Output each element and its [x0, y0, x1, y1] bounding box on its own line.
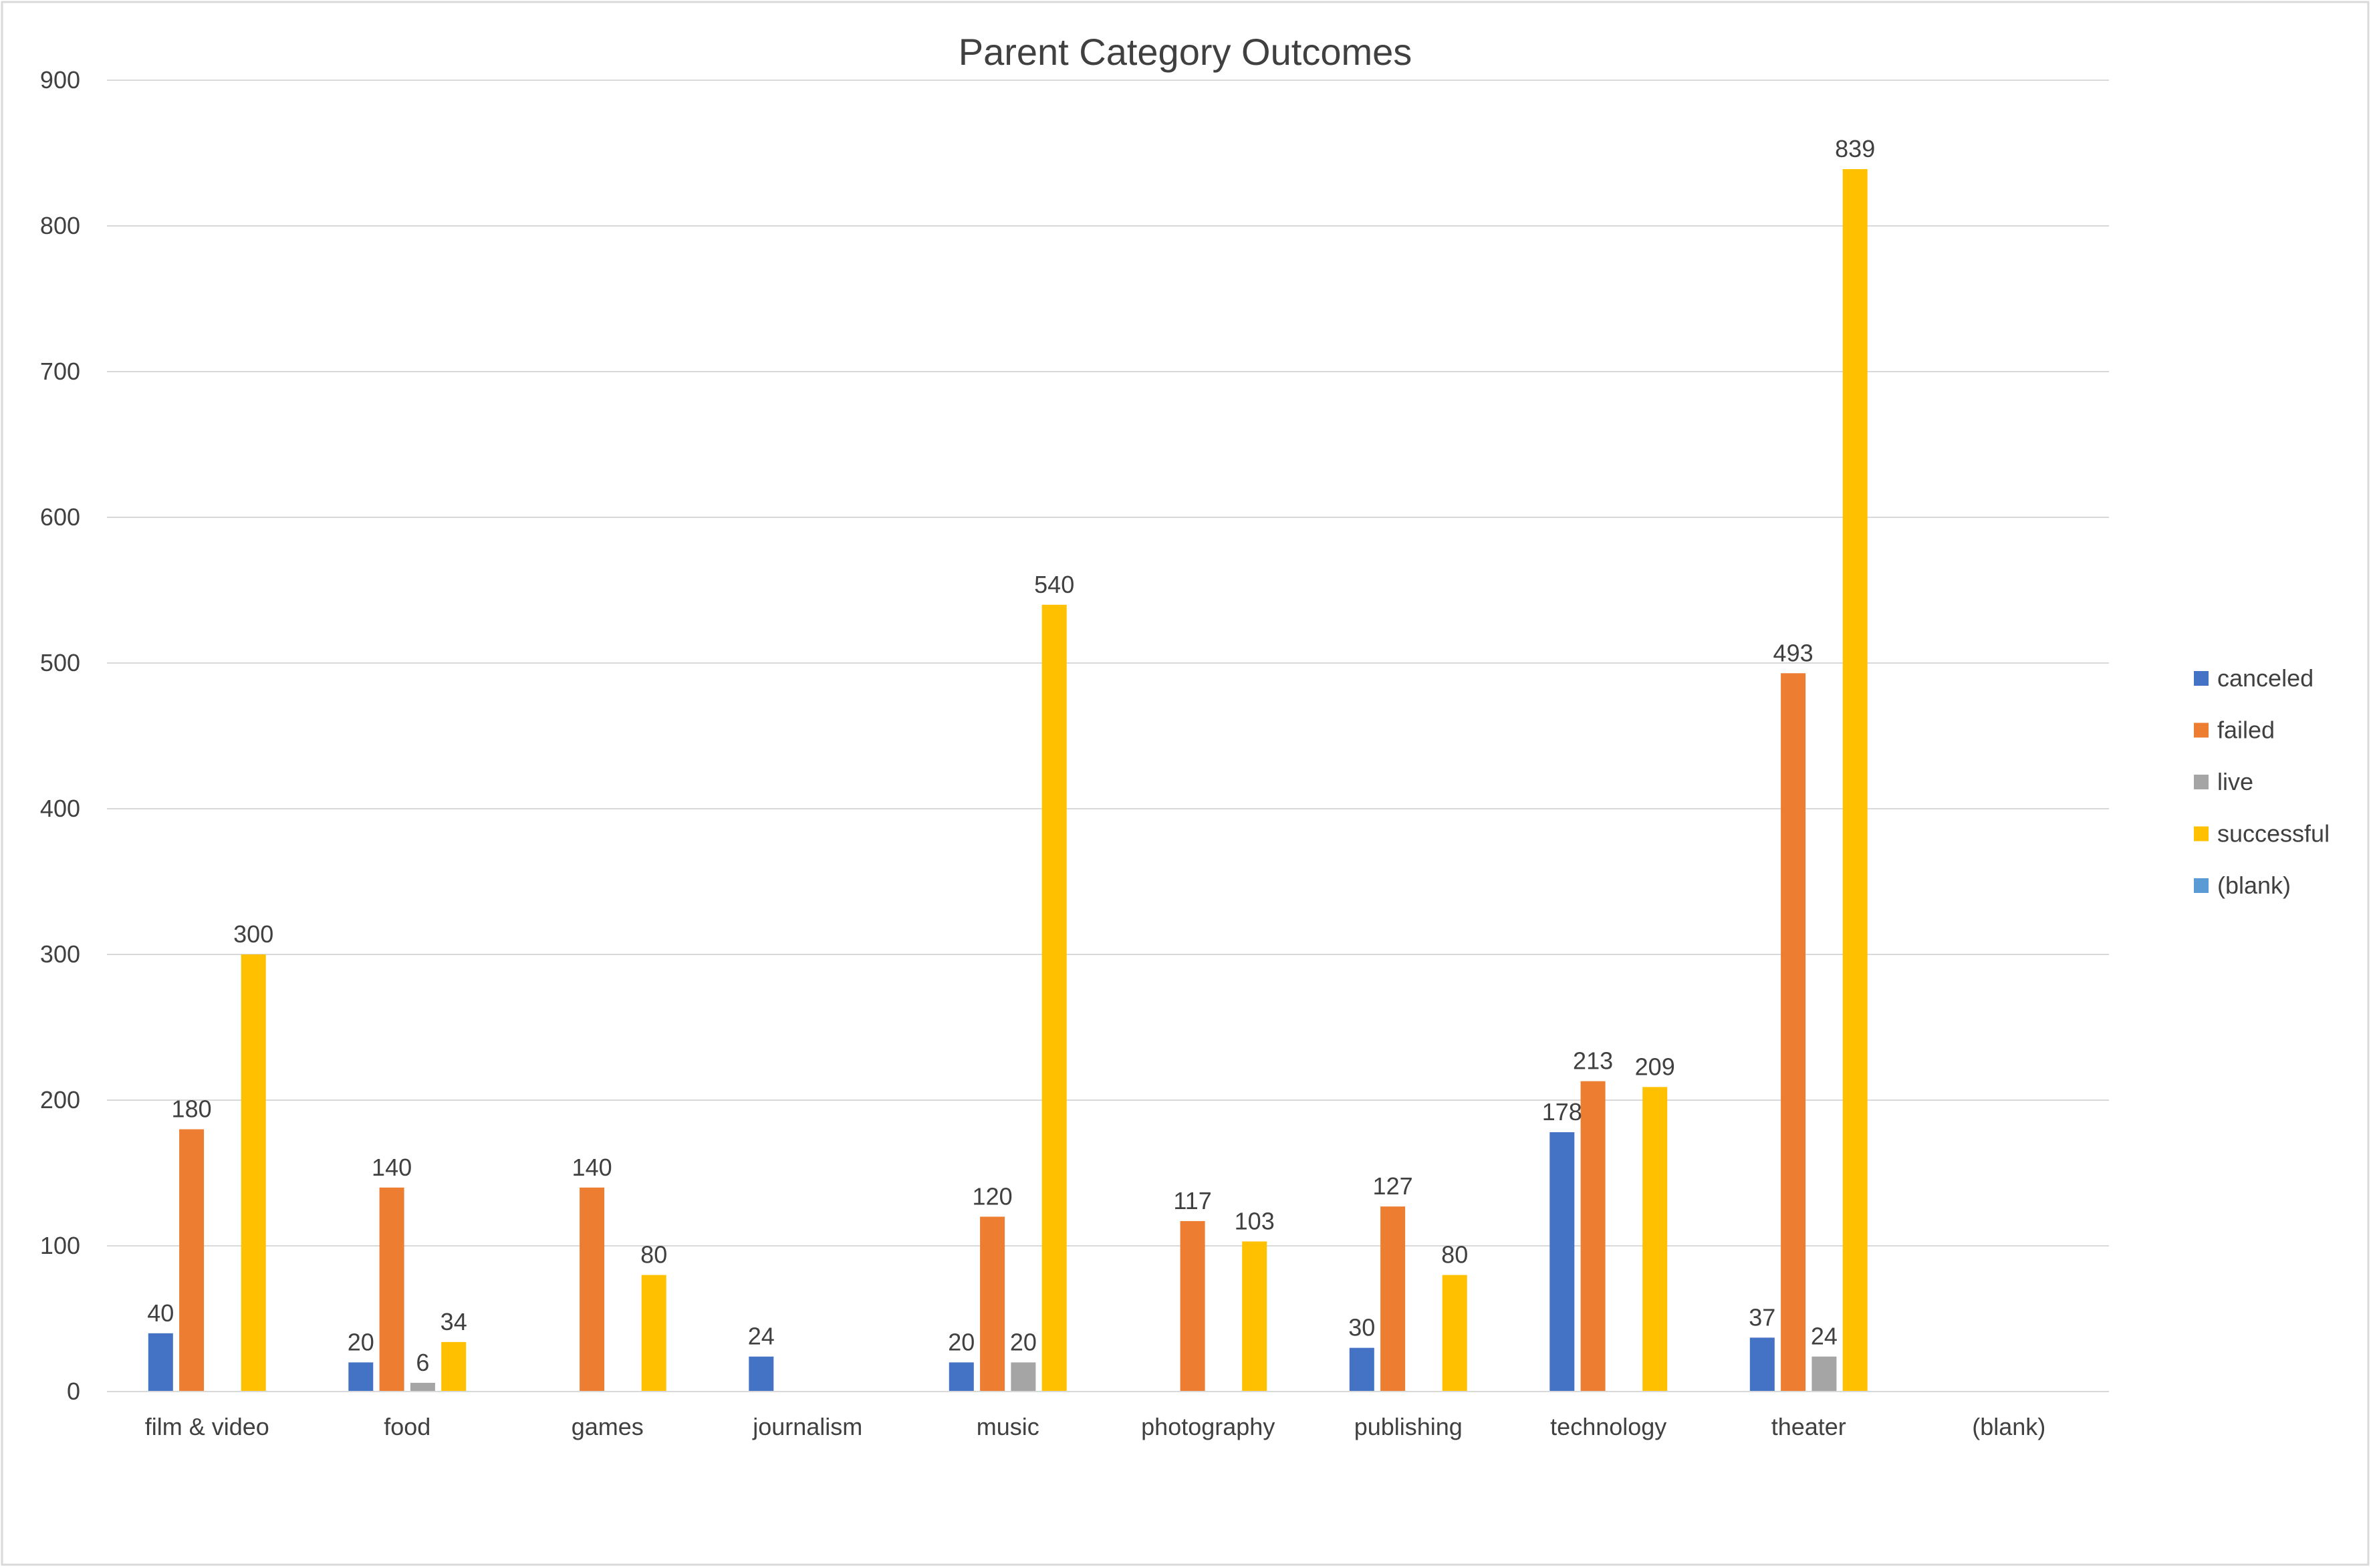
bar-failed [1580, 1081, 1606, 1392]
bar-failed [1180, 1220, 1205, 1392]
data-label: 103 [1235, 1207, 1275, 1234]
bar-canceled [949, 1362, 974, 1392]
bar-live [1011, 1362, 1036, 1392]
data-label: 493 [1773, 639, 1814, 666]
x-tick-label: (blank) [1972, 1413, 2045, 1440]
bar-successful [1842, 168, 1868, 1392]
bar-failed [580, 1187, 605, 1392]
bar-successful [1442, 1275, 1467, 1392]
bar-failed [980, 1216, 1005, 1392]
legend-swatch [2194, 826, 2209, 841]
data-label: 117 [1173, 1187, 1211, 1214]
data-label: 80 [640, 1241, 667, 1269]
x-tick-label: theater [1771, 1413, 1846, 1440]
data-label: 178 [1542, 1098, 1582, 1126]
data-label: 6 [416, 1349, 429, 1376]
x-tick-label: photography [1141, 1413, 1275, 1440]
data-label: 20 [948, 1328, 975, 1355]
legend-label: successful [2217, 820, 2330, 847]
x-tick-label: film & video [145, 1413, 269, 1440]
data-label: 20 [348, 1328, 374, 1355]
x-tick-label: games [572, 1413, 644, 1440]
x-tick-label: music [977, 1413, 1039, 1440]
bar-successful [1642, 1087, 1668, 1392]
y-tick-label: 800 [40, 212, 80, 239]
data-labels: 40 180 300 20 140 6 34 140 80 24 20 120 20 540 117 103 3… [147, 135, 1875, 1376]
y-tick-label: 900 [40, 66, 80, 94]
y-tick-label: 400 [40, 795, 80, 822]
data-label: 180 [172, 1095, 212, 1123]
data-label: 209 [1635, 1053, 1675, 1080]
data-label: 127 [1373, 1172, 1413, 1200]
data-label: 839 [1835, 135, 1875, 162]
x-tick-label: technology [1550, 1413, 1666, 1440]
legend-label: failed [2217, 716, 2275, 744]
legend-swatch [2194, 878, 2209, 893]
bar-canceled [1349, 1347, 1374, 1392]
data-label: 140 [372, 1154, 412, 1181]
x-tick-label: food [384, 1413, 430, 1440]
data-label: 24 [748, 1323, 775, 1350]
data-label: 20 [1010, 1328, 1037, 1355]
y-tick-label: 600 [40, 503, 80, 531]
x-tick-label: publishing [1354, 1413, 1463, 1440]
legend-label: (blank) [2217, 872, 2291, 899]
x-axis: film & video food games journalism music phot… [107, 1391, 2109, 1440]
y-tick-label: 500 [40, 649, 80, 676]
y-tick-label: 700 [40, 358, 80, 385]
bar-live [410, 1382, 435, 1392]
data-label: 540 [1034, 571, 1074, 598]
bar-successful [1041, 604, 1067, 1392]
x-tick-label: journalism [752, 1413, 862, 1440]
bar-failed [1781, 673, 1806, 1392]
data-label: 120 [973, 1182, 1013, 1210]
legend: canceled failed live successful (blank) [2194, 664, 2330, 899]
bar-canceled [148, 1333, 173, 1392]
bar-failed [179, 1129, 205, 1392]
y-tick-label: 300 [40, 940, 80, 968]
data-label: 140 [572, 1154, 612, 1181]
bar-successful [641, 1275, 666, 1392]
bar-canceled [749, 1356, 774, 1392]
y-tick-label: 100 [40, 1232, 80, 1259]
data-label: 300 [233, 920, 273, 948]
bar-failed [1380, 1206, 1406, 1392]
bar-live [1812, 1356, 1837, 1392]
y-tick-label: 200 [40, 1086, 80, 1114]
bar-canceled [348, 1362, 374, 1392]
data-label: 24 [1811, 1323, 1838, 1350]
bar-canceled [1549, 1132, 1575, 1392]
data-label: 40 [147, 1299, 174, 1327]
legend-label: live [2217, 768, 2253, 795]
legend-swatch [2194, 671, 2209, 686]
y-tick-label: 0 [67, 1378, 80, 1405]
bar-successful [241, 954, 266, 1392]
legend-swatch [2194, 775, 2209, 789]
legend-swatch [2194, 723, 2209, 738]
data-label: 213 [1573, 1047, 1613, 1075]
data-label: 34 [441, 1308, 467, 1335]
chart-title: Parent Category Outcomes [959, 31, 1412, 73]
bar-failed [379, 1187, 404, 1392]
data-label: 37 [1749, 1303, 1775, 1331]
bar-canceled [1749, 1337, 1775, 1392]
bars [148, 168, 1868, 1392]
data-label: 80 [1441, 1241, 1468, 1269]
data-label: 30 [1348, 1314, 1375, 1341]
bar-successful [441, 1341, 467, 1392]
legend-label: canceled [2217, 664, 2314, 692]
bar-successful [1242, 1241, 1267, 1392]
y-axis: 0 100 200 300 400 500 600 700 800 900 [40, 66, 80, 1405]
